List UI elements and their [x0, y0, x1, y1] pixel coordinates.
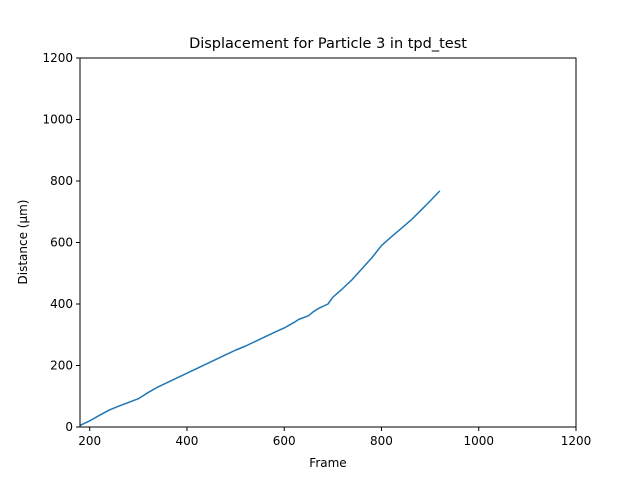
series-line-0 — [79, 190, 441, 427]
x-axis-label: Frame — [309, 456, 346, 470]
y-tick-label: 200 — [50, 359, 73, 373]
tick-group: 200 400 600 800 1000 1200 0 200 400 600 800 1000 120… — [42, 51, 591, 448]
y-tick-label: 800 — [50, 174, 73, 188]
x-tick-label: 200 — [78, 434, 101, 448]
axes-frame — [79, 57, 577, 428]
plot-area — [79, 190, 441, 427]
x-tick-label: 1000 — [463, 434, 494, 448]
x-tick-label: 1200 — [561, 434, 592, 448]
y-tick-label: 1200 — [42, 51, 73, 65]
x-tick-label: 600 — [273, 434, 296, 448]
x-tick-label: 800 — [370, 434, 393, 448]
chart-title: Displacement for Particle 3 in tpd_test — [189, 36, 467, 52]
y-tick-label: 400 — [50, 297, 73, 311]
x-tick-label: 400 — [176, 434, 199, 448]
y-tick-label: 600 — [50, 236, 73, 250]
y-tick-label: 1000 — [42, 113, 73, 127]
y-axis-label: Distance (µm) — [16, 200, 30, 285]
y-tick-label: 0 — [65, 420, 73, 434]
